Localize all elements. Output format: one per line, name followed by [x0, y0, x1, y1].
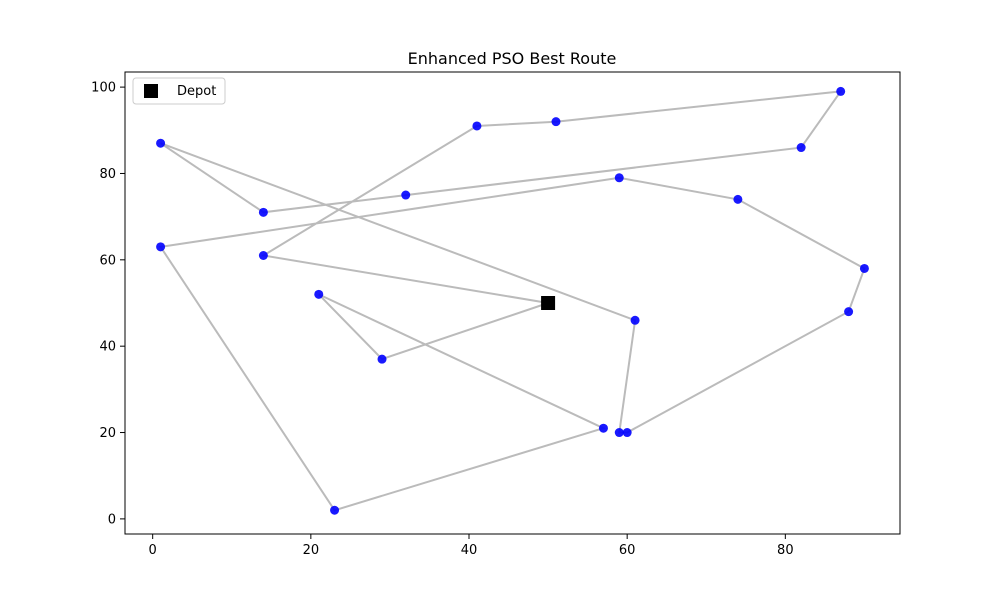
- customer-point: [377, 354, 387, 364]
- legend-label-depot: Depot: [177, 84, 216, 99]
- customer-point: [472, 121, 482, 131]
- customer-point: [614, 173, 624, 183]
- x-tick-label: 60: [619, 543, 636, 558]
- y-tick-label: 60: [99, 253, 116, 268]
- y-tick-label: 40: [99, 340, 116, 355]
- x-tick-label: 0: [149, 543, 157, 558]
- customer-point: [836, 86, 846, 96]
- customer-point: [733, 194, 743, 204]
- y-tick-label: 0: [108, 512, 116, 527]
- y-tick-label: 20: [99, 426, 116, 441]
- x-tick-label: 80: [777, 543, 794, 558]
- customer-point: [551, 117, 561, 127]
- x-tick-label: 20: [303, 543, 320, 558]
- customer-point: [156, 242, 166, 252]
- customer-point: [796, 143, 806, 153]
- customer-point: [156, 138, 166, 148]
- customer-point: [859, 263, 869, 273]
- legend: Depot: [132, 77, 226, 105]
- customer-points: [156, 86, 869, 515]
- plot-frame: [124, 71, 901, 535]
- axes: 0 20 40 60 80 0 20 40 60 80 100: [91, 71, 901, 558]
- customer-point: [258, 207, 268, 217]
- chart-title: Enhanced PSO Best Route: [408, 49, 617, 68]
- customer-point: [622, 428, 632, 438]
- y-tick-label: 100: [91, 81, 116, 96]
- customer-point: [401, 190, 411, 200]
- customer-point: [314, 289, 324, 299]
- y-tick-label: 80: [99, 167, 116, 182]
- depot-marker-group: [541, 296, 556, 310]
- customer-point: [598, 423, 608, 433]
- customer-point: [330, 505, 340, 515]
- customer-point: [258, 251, 268, 261]
- customer-point: [630, 315, 640, 325]
- x-tick-label: 40: [461, 543, 478, 558]
- legend-depot-marker: [144, 84, 158, 98]
- customer-point: [844, 307, 854, 317]
- depot-marker: [541, 296, 556, 310]
- customer-point: [614, 428, 624, 438]
